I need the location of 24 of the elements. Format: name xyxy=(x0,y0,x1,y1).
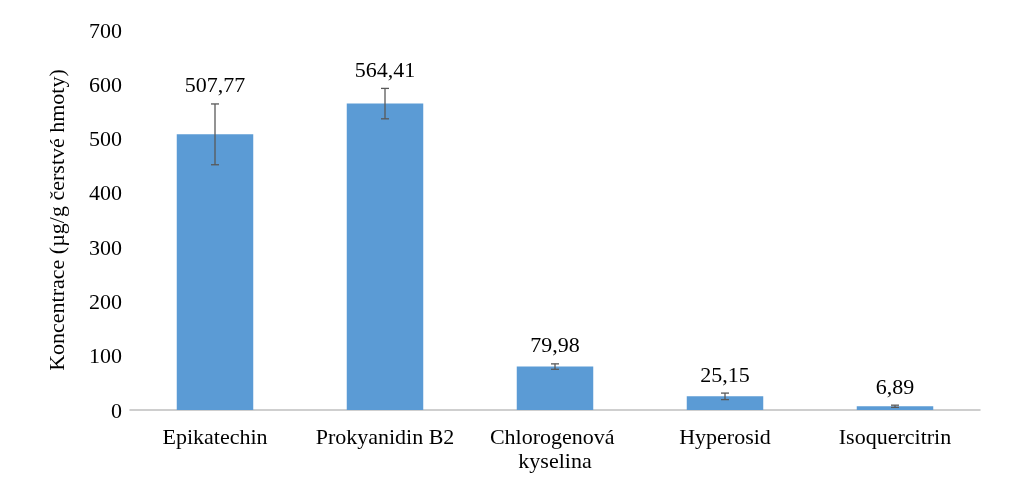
y-tick-label: 0 xyxy=(111,397,122,423)
y-tick-label: 300 xyxy=(89,234,122,260)
y-axis-title: Koncentrace (µg/g čerstvé hmoty) xyxy=(43,69,69,371)
data-label: 79,98 xyxy=(530,332,580,358)
bar xyxy=(856,406,934,410)
y-tick-label: 400 xyxy=(89,180,122,206)
bar xyxy=(176,134,254,410)
bar xyxy=(686,396,764,410)
data-label: 507,77 xyxy=(184,72,246,98)
data-label: 6,89 xyxy=(875,373,915,399)
x-tick-label: Isoquercitrin xyxy=(838,423,952,449)
y-tick-label: 100 xyxy=(89,343,122,369)
data-label: 564,41 xyxy=(354,56,416,82)
x-tick-label: Prokyanidin B2 xyxy=(315,423,455,449)
x-tick-label: Epikatechin xyxy=(162,423,268,449)
y-tick-label: 600 xyxy=(89,71,122,97)
bar xyxy=(346,103,424,410)
x-tick-label: Chlorogenová kyselina xyxy=(489,423,621,473)
x-tick-label: Hyperosid xyxy=(679,423,771,449)
data-label: 25,15 xyxy=(700,361,750,387)
bar xyxy=(516,366,594,410)
y-tick-label: 500 xyxy=(89,126,122,152)
y-tick-label: 200 xyxy=(89,288,122,314)
y-tick-label: 700 xyxy=(89,17,122,43)
